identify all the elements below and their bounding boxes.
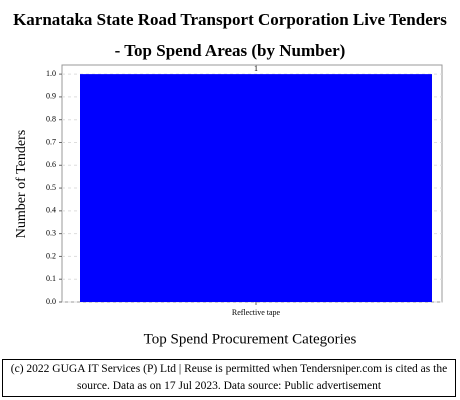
chart-title: Karnataka State Road Transport Corporati… xyxy=(13,10,447,60)
x-axis-label: Top Spend Procurement Categories xyxy=(144,331,357,347)
y-tick-label: 0.8 xyxy=(46,115,56,124)
y-tick-label: 0.0 xyxy=(46,297,56,306)
y-axis-label: Number of Tenders xyxy=(14,130,29,238)
chart: Top Spend Procurement Categories Number … xyxy=(14,64,443,347)
y-tick-label: 0.7 xyxy=(46,137,56,146)
y-tick-label: 0.3 xyxy=(46,228,56,237)
y-tick-label: 0.4 xyxy=(46,206,56,215)
value-label: 1 xyxy=(254,64,258,73)
y-tick-label: 1.0 xyxy=(46,69,56,78)
y-tick-label: 0.5 xyxy=(46,183,56,192)
y-tick-label: 0.6 xyxy=(46,160,56,169)
y-tick-label: 0.2 xyxy=(46,251,56,260)
x-tick-label: Reflective tape xyxy=(232,308,281,317)
y-tick-label: 0.1 xyxy=(46,274,56,283)
y-tick-label: 0.9 xyxy=(46,92,56,101)
bar xyxy=(80,74,432,302)
footer: (c) 2022 GUGA IT Services (P) Ltd | Reus… xyxy=(2,359,456,397)
